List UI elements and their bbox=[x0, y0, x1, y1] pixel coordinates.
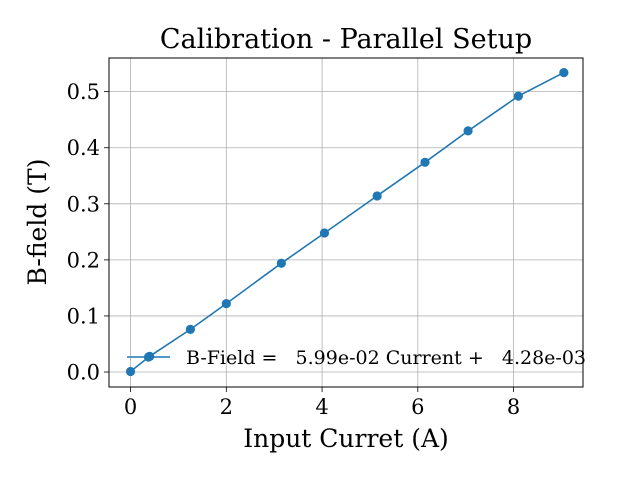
data-point bbox=[463, 126, 473, 136]
legend-marker bbox=[143, 352, 154, 362]
data-point bbox=[559, 67, 569, 78]
data-point bbox=[513, 91, 523, 101]
y-tick-label: 0.5 bbox=[67, 80, 100, 104]
plot-frame bbox=[108, 57, 584, 388]
legend: B-Field = 5.99e-02 Current + 4.28e-03 bbox=[127, 347, 586, 369]
tick-layer: 0 2 4 6 8 0.0 0.1 0.2 0.3 0.4 0.5 bbox=[67, 80, 521, 419]
x-tick-label: 8 bbox=[507, 395, 520, 419]
data-point bbox=[420, 157, 430, 167]
y-tick-label: 0.2 bbox=[67, 248, 100, 272]
x-tick-label: 0 bbox=[124, 395, 137, 419]
x-tick-label: 6 bbox=[411, 395, 424, 419]
data-point bbox=[319, 228, 330, 238]
data-point bbox=[221, 299, 231, 309]
y-tick-label: 0.3 bbox=[67, 192, 100, 216]
x-axis-label: Input Curret (A) bbox=[243, 424, 449, 453]
y-tick-label: 0.1 bbox=[67, 304, 100, 328]
y-axis-label: B-field (T) bbox=[23, 159, 52, 286]
data-point bbox=[125, 366, 136, 377]
chart-title: Calibration - Parallel Setup bbox=[160, 24, 532, 55]
legend-label: B-Field = 5.99e-02 Current + 4.28e-03 bbox=[186, 347, 586, 369]
x-tick-label: 4 bbox=[315, 395, 328, 419]
grid-layer bbox=[109, 58, 583, 387]
data-point bbox=[276, 258, 286, 268]
x-tick-label: 2 bbox=[220, 395, 233, 419]
data-point bbox=[372, 191, 382, 201]
data-point bbox=[185, 324, 195, 335]
y-tick-label: 0.0 bbox=[67, 361, 100, 385]
y-tick-label: 0.4 bbox=[67, 136, 100, 160]
